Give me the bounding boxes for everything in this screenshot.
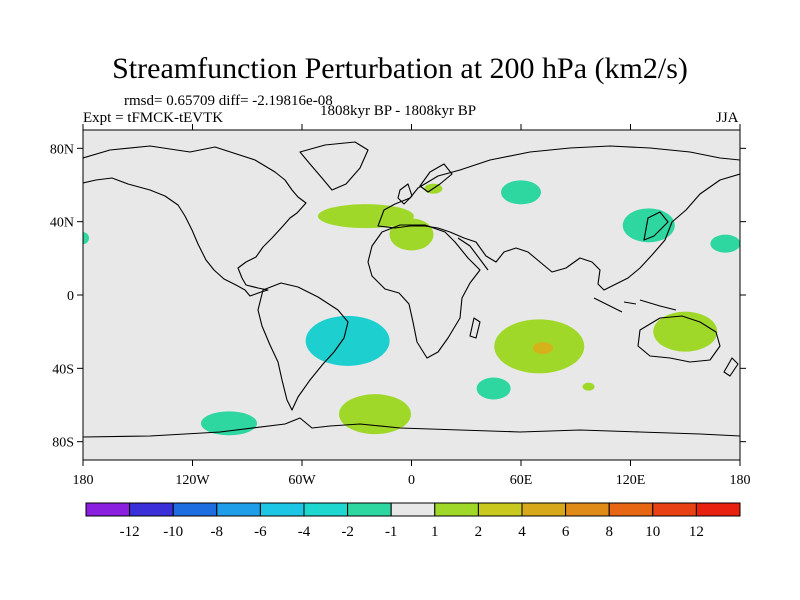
colorbar-label: 1 xyxy=(431,524,439,540)
colorbar-swatch xyxy=(565,502,610,517)
lon-tick-label: 60W xyxy=(288,473,316,488)
lon-tick-label: 180 xyxy=(730,473,751,488)
colorbar-swatch xyxy=(608,502,654,517)
colorbar-label: -6 xyxy=(254,524,267,540)
colorbar-swatch xyxy=(259,502,305,517)
lon-tick-label: 0 xyxy=(408,473,415,488)
coast-australia xyxy=(637,315,721,363)
coast-south-america xyxy=(257,282,349,411)
anomaly-n-atlantic-positive xyxy=(317,204,414,229)
colorbar-swatch xyxy=(390,502,436,517)
colorbar-label: 2 xyxy=(475,524,483,540)
colorbar-swatch xyxy=(129,502,174,517)
colorbar-label: 4 xyxy=(518,524,526,540)
colorbar-label: 8 xyxy=(605,524,613,540)
colorbar-swatch xyxy=(652,502,697,517)
experiment-label: Expt = tFMCK-tEVTK xyxy=(83,110,224,126)
colorbar-swatch xyxy=(85,502,131,517)
coast-british-isles xyxy=(397,183,413,205)
coast-arabia xyxy=(457,237,489,271)
plot-title: Streamfunction Perturbation at 200 hPa (… xyxy=(112,52,688,85)
anomaly-s-indian-negative xyxy=(476,377,511,400)
lon-tick-label: 60E xyxy=(510,473,533,488)
lat-tick-label: 0 xyxy=(67,289,74,304)
anomaly-australia-positive xyxy=(653,311,718,352)
colorbar-swatch xyxy=(303,502,349,517)
lat-tick-label: 80S xyxy=(52,436,74,451)
colorbar-swatch xyxy=(216,502,261,517)
map-background xyxy=(83,130,740,460)
colorbar-label: -12 xyxy=(120,524,140,540)
lon-tick-label: 120W xyxy=(175,473,210,488)
coast-north-america xyxy=(83,145,307,297)
colorbar-label: -10 xyxy=(163,524,183,540)
lon-tick-label: 180 xyxy=(73,473,94,488)
colorbar-label: 6 xyxy=(562,524,570,540)
colorbar-label: -2 xyxy=(341,524,354,540)
anomaly-south-atlantic-negative xyxy=(305,315,390,366)
anomaly-dateline-negative xyxy=(710,234,740,253)
lat-tick-label: 80N xyxy=(50,142,74,157)
lon-tick-label: 120E xyxy=(616,473,646,488)
colorbar-swatch xyxy=(172,502,218,517)
coast-new-zealand xyxy=(723,357,739,377)
coast-africa xyxy=(367,224,481,359)
anomaly-se-indian-positive xyxy=(582,382,595,391)
colorbar-label: 10 xyxy=(645,524,660,540)
anomaly-indian-ocean-core xyxy=(532,342,553,355)
colorbar-swatch xyxy=(347,502,392,517)
coast-greenland xyxy=(299,141,369,191)
colorbar-swatch xyxy=(434,502,479,517)
anomaly-w-pacific-edge-negative xyxy=(83,232,89,245)
colorbar-swatch xyxy=(695,502,741,517)
period-label: 1808kyr BP - 1808kyr BP xyxy=(320,103,477,119)
coast-madagascar xyxy=(469,317,481,339)
anomaly-siberia-negative xyxy=(501,180,541,205)
stats-line: rmsd= 0.65709 diff= -2.19816e-08 xyxy=(124,93,333,109)
colorbar-swatch xyxy=(521,502,567,517)
colorbar-swatch xyxy=(477,502,523,517)
colorbar-label: -4 xyxy=(298,524,311,540)
season-label: JJA xyxy=(716,110,739,126)
colorbar-label: 12 xyxy=(689,524,704,540)
coast-antarctica xyxy=(83,417,740,438)
coast-scandinavia xyxy=(419,163,453,193)
coast-indonesia xyxy=(593,297,677,313)
anomaly-east-asia-negative xyxy=(622,208,675,243)
colorbar-label: -8 xyxy=(211,524,224,540)
lat-tick-label: 40S xyxy=(52,362,74,377)
colorbar-label: -1 xyxy=(385,524,398,540)
coast-japan xyxy=(643,211,669,241)
coast-eurasia xyxy=(377,145,740,291)
lat-tick-label: 40N xyxy=(50,216,74,231)
